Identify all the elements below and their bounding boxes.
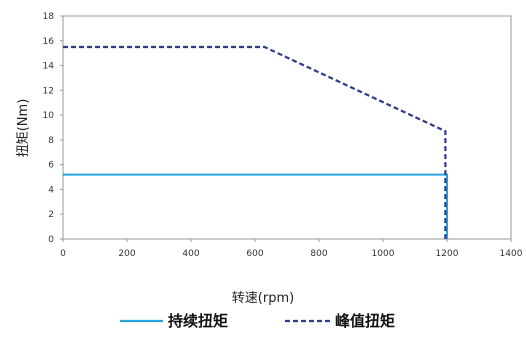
x-tick-label-800: 800 [310, 249, 327, 259]
plot-frame [62, 15, 512, 240]
y-tick-label-8: 8 [48, 136, 54, 146]
y-tick-label-12: 12 [43, 86, 54, 96]
series-line-1 [63, 173, 448, 239]
y-tick-label-0: 0 [48, 235, 54, 245]
series-line-2 [63, 45, 447, 239]
axes: 0 2 4 6 8 10 12 14 16 18 0 200 400 600 800 1000 1200 1400 [43, 12, 523, 259]
x-tick-label-1200: 1200 [436, 249, 459, 259]
x-tick-label-200: 200 [118, 249, 135, 259]
legend-label-2: 峰值扭矩 [335, 312, 395, 330]
y-tick-label-4: 4 [48, 185, 54, 195]
y-tick-label-18: 18 [43, 12, 55, 22]
y-tick-label-14: 14 [43, 62, 55, 72]
x-tick-label-600: 600 [246, 249, 263, 259]
y-tick-label-16: 16 [43, 37, 55, 47]
x-tick-label-400: 400 [182, 249, 199, 259]
series-lines [63, 45, 448, 239]
x-tick-label-1400: 1400 [500, 249, 523, 259]
y-axis-title: 扭矩(Nm) [16, 99, 31, 158]
x-tick-label-0: 0 [60, 249, 66, 259]
y-tick-label-10: 10 [43, 111, 55, 121]
x-tick-label-1000: 1000 [372, 249, 395, 259]
x-axis-title: 转速(rpm) [232, 291, 294, 306]
legend: 持续扭矩 峰值扭矩 [120, 312, 395, 330]
legend-label-1: 持续扭矩 [168, 312, 228, 330]
y-tick-label-2: 2 [48, 210, 54, 220]
plot-area [62, 15, 512, 240]
y-tick-label-6: 6 [48, 161, 54, 171]
